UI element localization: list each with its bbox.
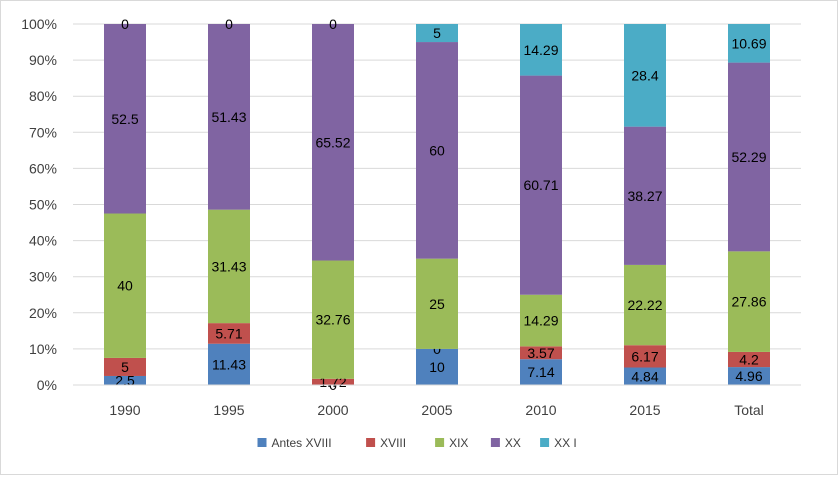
data-label: 4.84 bbox=[631, 368, 658, 384]
bar-segment bbox=[208, 24, 250, 210]
legend: Antes XVIII XVIII XIX XX XX I bbox=[257, 436, 577, 450]
bar-segment bbox=[624, 345, 666, 368]
bar-segment bbox=[728, 251, 770, 352]
bar-segment bbox=[312, 260, 354, 379]
legend-swatch bbox=[435, 438, 445, 447]
data-label: 4.2 bbox=[739, 352, 759, 368]
legend-swatch bbox=[540, 438, 550, 447]
bar-segment bbox=[416, 24, 458, 43]
bar-segment bbox=[104, 24, 146, 214]
data-label: 52.29 bbox=[731, 149, 766, 165]
data-label: 25 bbox=[429, 296, 445, 312]
x-tick-label: 2005 bbox=[421, 402, 452, 418]
bar-segment bbox=[416, 258, 458, 349]
bar-segment bbox=[728, 24, 770, 63]
data-label: 10 bbox=[429, 359, 445, 375]
data-label: 27.86 bbox=[731, 294, 766, 310]
bar-segment bbox=[624, 367, 666, 385]
x-tick-label: 1995 bbox=[213, 402, 244, 418]
bar-segment bbox=[728, 62, 770, 252]
bar-segment bbox=[520, 346, 562, 360]
data-label: 5 bbox=[121, 359, 129, 375]
bar-segment bbox=[416, 42, 458, 259]
data-label: 52.5 bbox=[111, 111, 138, 127]
x-axis: 1990 1995 2000 2005 2010 2015 Total bbox=[73, 384, 801, 418]
legend-swatch bbox=[490, 438, 500, 447]
y-tick-label: 20% bbox=[29, 305, 57, 321]
bar-segment bbox=[520, 294, 562, 347]
y-tick-label: 10% bbox=[29, 341, 57, 357]
data-label: 38.27 bbox=[627, 188, 662, 204]
bar-segment bbox=[312, 378, 354, 385]
bar-segment bbox=[416, 348, 458, 385]
legend-label: XIX bbox=[449, 436, 468, 450]
bar-segment bbox=[520, 75, 562, 295]
y-tick-label: 80% bbox=[29, 88, 57, 104]
data-label: 11.43 bbox=[212, 356, 246, 372]
x-tick-label: 2015 bbox=[629, 402, 660, 418]
y-tick-label: 70% bbox=[29, 124, 57, 140]
legend-label: XX I bbox=[554, 436, 577, 450]
data-label: 3.57 bbox=[527, 345, 554, 361]
data-label: 32.76 bbox=[315, 312, 350, 328]
data-label: 22.22 bbox=[627, 297, 662, 313]
x-tick-label: Total bbox=[734, 402, 764, 418]
data-label: 7.14 bbox=[527, 364, 554, 380]
data-label: 60 bbox=[429, 142, 445, 158]
bar-segment bbox=[624, 126, 666, 265]
data-label: 40 bbox=[117, 278, 133, 294]
data-label: 0 bbox=[225, 16, 233, 32]
data-label: 14.29 bbox=[523, 42, 558, 58]
bar-segment bbox=[104, 213, 146, 358]
bar-segment bbox=[728, 351, 770, 368]
bar-segment bbox=[728, 367, 770, 385]
legend-label: XVIII bbox=[380, 436, 406, 450]
x-tick-label: 2000 bbox=[317, 402, 348, 418]
data-label: 4.96 bbox=[735, 368, 762, 384]
data-label: 60.71 bbox=[523, 177, 558, 193]
data-label: 2.5 bbox=[115, 372, 135, 388]
y-tick-label: 0% bbox=[37, 377, 57, 393]
data-label: 5.71 bbox=[215, 325, 242, 341]
data-label: 65.52 bbox=[315, 134, 350, 150]
bar-segment bbox=[104, 375, 146, 385]
data-label: 14.29 bbox=[523, 313, 558, 329]
legend-label: XX bbox=[505, 436, 521, 450]
data-label: 0 bbox=[329, 16, 337, 32]
bar-segment bbox=[520, 359, 562, 385]
data-label: 31.43 bbox=[211, 258, 246, 274]
data-label: 28.4 bbox=[631, 67, 658, 83]
bar-segment bbox=[624, 264, 666, 346]
bar-segment bbox=[520, 24, 562, 76]
bar-segment bbox=[312, 24, 354, 261]
y-tick-label: 100% bbox=[21, 16, 57, 32]
y-tick-label: 90% bbox=[29, 52, 57, 68]
y-axis: 0% 10% 20% 30% 40% 50% 60% 70% 80% 90% 100% bbox=[21, 16, 57, 393]
y-tick-label: 50% bbox=[29, 197, 57, 213]
x-tick-label: 2010 bbox=[525, 402, 556, 418]
data-label: 10.69 bbox=[731, 35, 766, 51]
x-tick-label: 1990 bbox=[109, 402, 140, 418]
y-tick-label: 60% bbox=[29, 160, 57, 176]
bar-segment bbox=[208, 209, 250, 324]
bar-segment bbox=[104, 357, 146, 376]
bar-segment bbox=[624, 24, 666, 127]
legend-swatch bbox=[257, 438, 267, 447]
legend-swatch bbox=[366, 438, 376, 447]
bar-segment bbox=[208, 343, 250, 385]
y-tick-label: 30% bbox=[29, 269, 57, 285]
legend-label: Antes XVIII bbox=[272, 436, 332, 450]
data-label: 0 bbox=[121, 16, 129, 32]
data-label: 51.43 bbox=[211, 109, 246, 125]
bars: 2.554052.5011.435.7131.4351.43001.7232.7… bbox=[104, 16, 770, 393]
y-tick-label: 40% bbox=[29, 233, 57, 249]
data-label: 5 bbox=[433, 25, 441, 41]
data-label: 6.17 bbox=[631, 348, 658, 364]
bar-segment bbox=[208, 323, 250, 344]
